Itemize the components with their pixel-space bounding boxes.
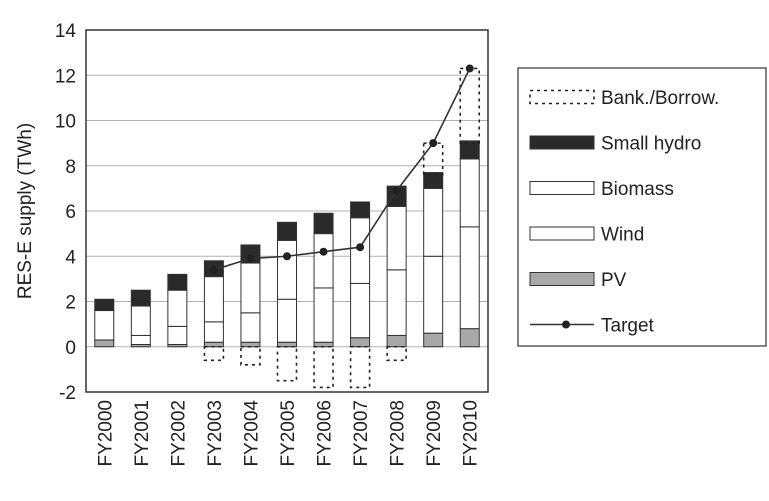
bar-segment <box>423 187 444 257</box>
bank-borrow-marks <box>203 67 481 389</box>
bar-segment <box>386 185 407 207</box>
y-tick-labels: -2 0 2 4 6 8 10 12 14 <box>55 21 77 404</box>
bar-segment <box>203 276 224 323</box>
bank-borrow-mark <box>240 345 261 366</box>
y-tick-label: 4 <box>65 247 76 268</box>
bar-segment <box>130 334 151 345</box>
bank-borrow-mark <box>422 142 444 176</box>
bar-segment <box>277 221 297 241</box>
y-tick-label: 6 <box>65 202 76 223</box>
bar-segment <box>130 305 151 336</box>
bar-segment <box>94 339 115 348</box>
bar-segment <box>203 321 224 343</box>
y-tick-label: 10 <box>55 112 76 133</box>
bar-segment <box>313 287 334 343</box>
x-tick-label: FY2001 <box>132 400 153 467</box>
target-point <box>392 186 401 195</box>
bar-segment <box>459 328 480 348</box>
legend-label: Small hydro <box>601 134 701 155</box>
x-tick-label: FY2010 <box>461 400 482 467</box>
y-tick-label: 0 <box>65 338 76 359</box>
bars <box>94 140 480 348</box>
target-point <box>209 265 218 274</box>
y-axis-title: RES-E supply (TWh) <box>15 123 36 299</box>
target-line <box>209 64 474 274</box>
legend: Bank./Borrow. Small hydro Biomass Wind PV Tar… <box>517 67 767 347</box>
x-tick-labels: FY2000 FY2001 FY2002 FY2003 FY2004 FY2005 FY20… <box>95 400 481 467</box>
legend-item: Biomass <box>529 179 674 200</box>
bar-segment <box>350 201 371 219</box>
bank-borrow-mark <box>349 345 371 389</box>
legend-swatch <box>529 135 595 150</box>
bar-segment <box>313 233 334 289</box>
legend-swatch-bank-borrow <box>529 89 595 105</box>
bar-segment <box>423 172 444 189</box>
legend-item: Target <box>530 316 655 337</box>
bar-segment <box>240 262 261 314</box>
x-tick-label: FY2002 <box>168 400 189 467</box>
bar-segment <box>459 140 480 160</box>
legend-label: Wind <box>601 225 644 246</box>
legend-label: PV <box>601 270 627 291</box>
bar-segment <box>277 239 297 300</box>
bar-segment <box>459 158 480 228</box>
bar-segment <box>94 298 115 312</box>
bar-segment <box>386 269 407 336</box>
bar-segment <box>386 334 407 348</box>
x-tick-label: FY2004 <box>241 400 262 467</box>
x-tick-label: FY2000 <box>95 400 116 467</box>
bar-segment <box>94 310 115 341</box>
bar-segment <box>350 337 371 348</box>
legend-label: Biomass <box>601 179 674 200</box>
legend-swatch <box>529 181 595 195</box>
x-tick-label: FY2008 <box>388 400 409 467</box>
legend-swatch <box>529 272 595 286</box>
legend-frame <box>517 67 767 347</box>
target-point <box>429 139 438 148</box>
bank-borrow-mark <box>386 345 407 362</box>
legend-label: Bank./Borrow. <box>601 88 719 109</box>
bar-segment <box>313 212 334 235</box>
bar-segment <box>350 282 371 339</box>
legend-item: Small hydro <box>529 134 701 155</box>
bar-segment <box>130 289 151 307</box>
bank-borrow-mark <box>459 67 481 144</box>
target-point <box>246 254 255 263</box>
target-series-line <box>213 68 471 271</box>
bar-segment <box>277 298 297 343</box>
legend-item: Bank./Borrow. <box>529 88 719 109</box>
legend-item: PV <box>529 270 627 291</box>
bar-segment <box>167 289 188 327</box>
legend-label: Target <box>601 316 655 337</box>
x-tick-label: FY2003 <box>205 400 226 467</box>
bar-segment <box>386 205 407 271</box>
x-tick-label: FY2005 <box>278 400 299 467</box>
bar-segment <box>240 312 261 343</box>
bar-segment <box>167 273 188 291</box>
legend-swatch-target-point <box>562 320 570 329</box>
bank-borrow-mark <box>313 345 334 389</box>
bar-segment <box>459 226 480 330</box>
bar-segment <box>423 332 444 348</box>
bank-borrow-mark <box>276 345 298 382</box>
y-tick-label: 14 <box>55 21 77 42</box>
y-tick-label: -2 <box>59 383 76 404</box>
bar-segment <box>423 255 444 334</box>
x-tick-label: FY2009 <box>424 400 445 467</box>
target-point <box>356 243 365 252</box>
x-tick-label: FY2006 <box>315 400 336 467</box>
target-point <box>283 252 291 261</box>
y-tick-label: 8 <box>65 157 76 178</box>
plot-frame <box>85 29 489 393</box>
y-tick-label: 12 <box>55 66 76 87</box>
x-tick-label: FY2007 <box>351 400 372 467</box>
target-point <box>319 247 328 256</box>
y-tick-label: 2 <box>65 293 76 314</box>
target-point <box>465 64 474 73</box>
bank-borrow-mark <box>203 345 225 362</box>
legend-swatch <box>529 226 595 241</box>
bar-segment <box>167 325 188 345</box>
legend-item: Wind <box>529 225 644 246</box>
